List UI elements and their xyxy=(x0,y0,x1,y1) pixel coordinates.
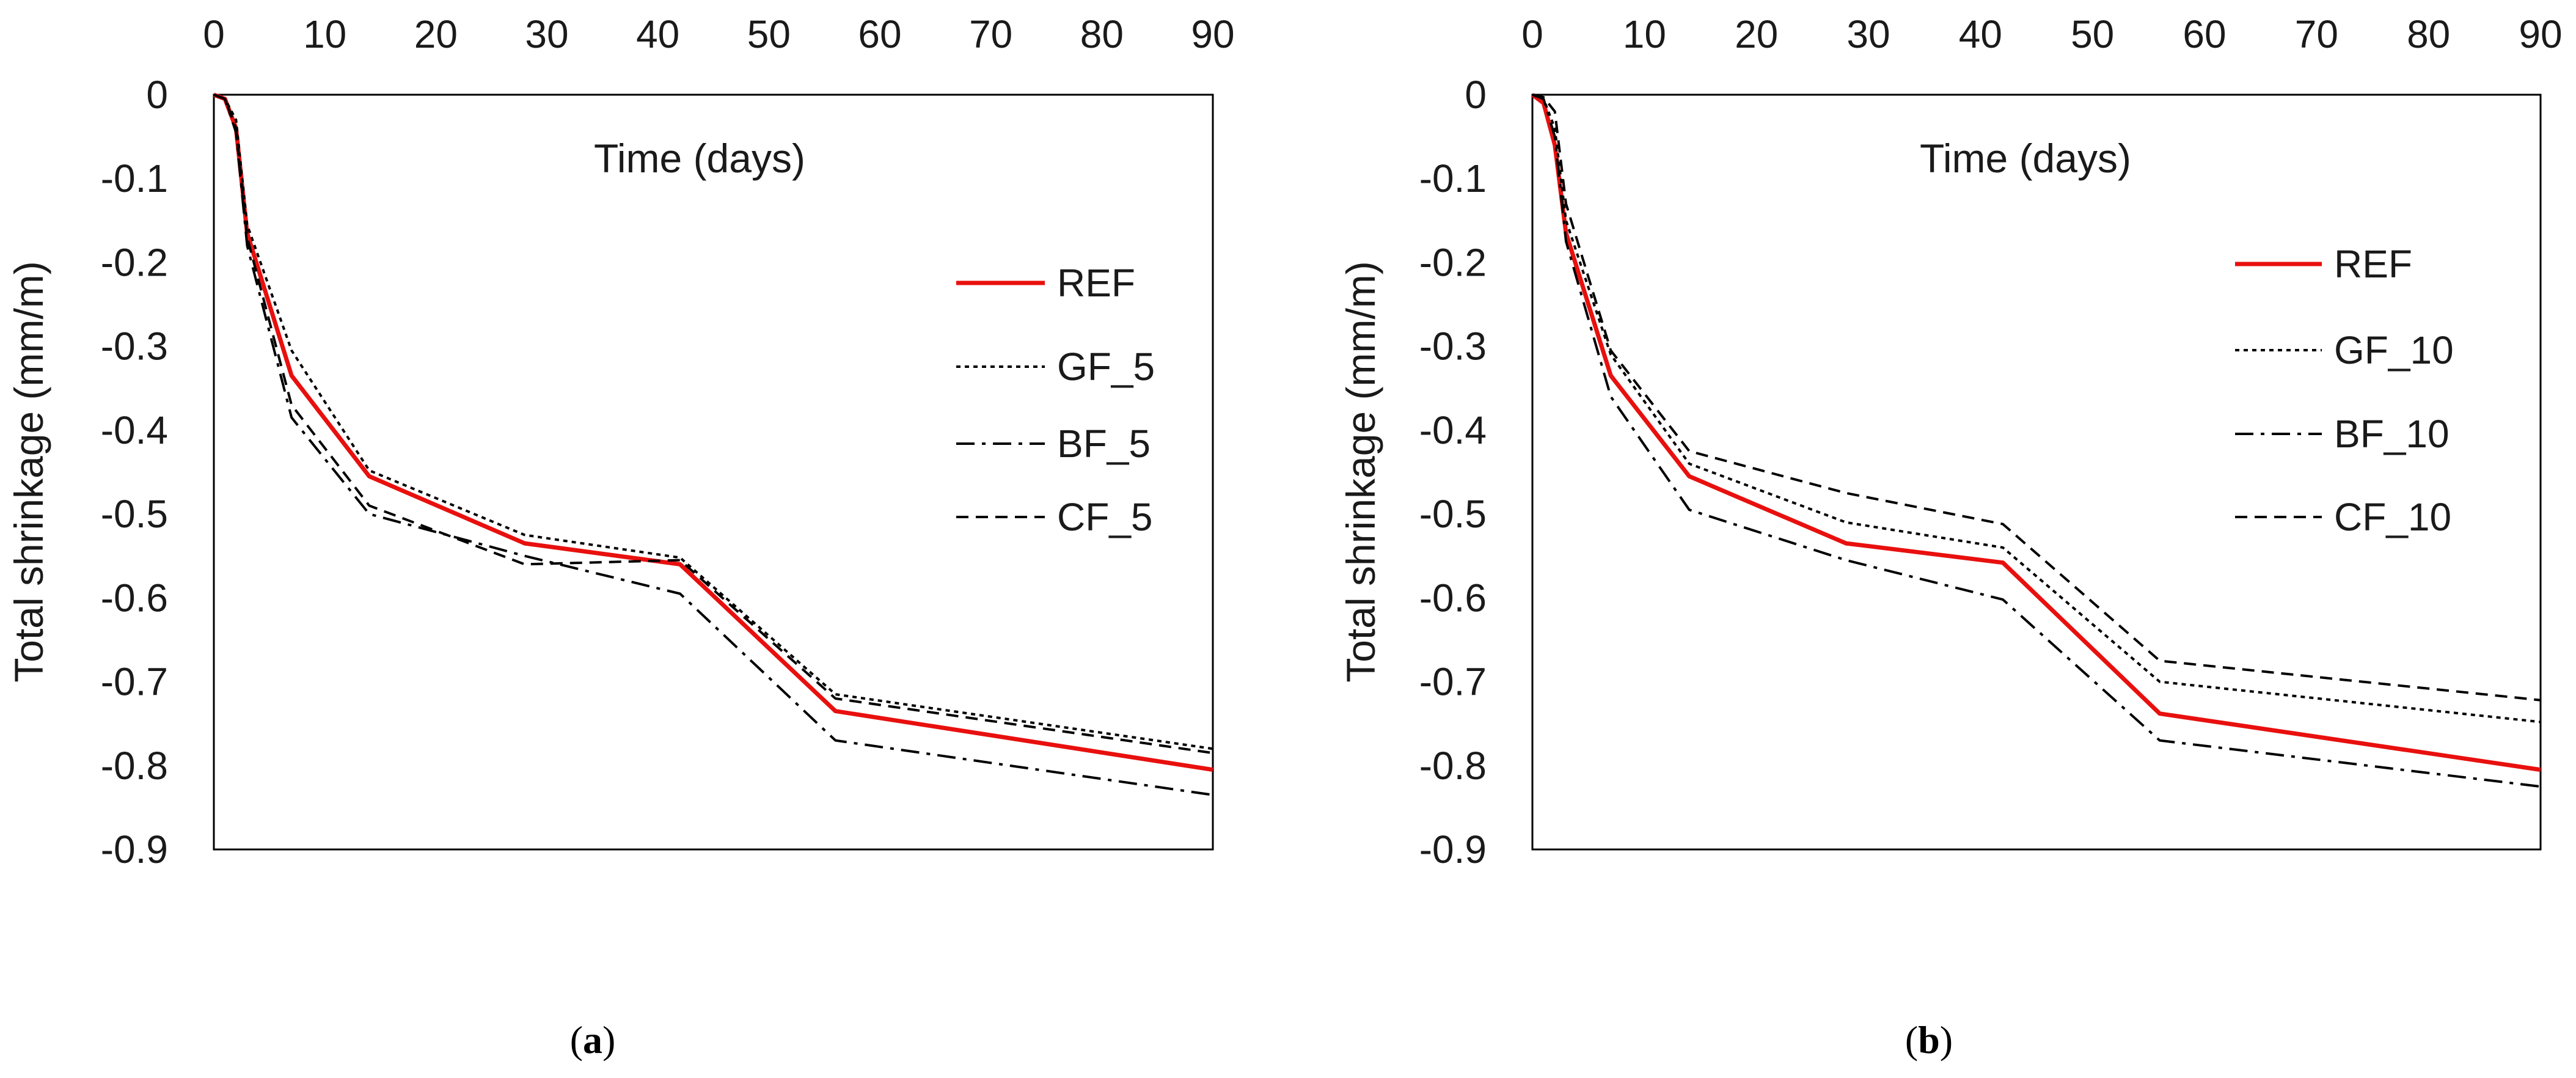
x-tick-label: 0 xyxy=(203,12,225,56)
y-axis-label: Total shrinkage (mm/m) xyxy=(1338,261,1383,683)
y-tick-labels: 0 -0.1 -0.2 -0.3 -0.4 -0.5 -0.6 -0.7 -0.8 -0.9 xyxy=(101,73,168,871)
y-tick-label: -0.8 xyxy=(101,744,168,788)
plot-area-frame xyxy=(213,94,1214,851)
legend: REF GF_5 BF_5 CF_5 xyxy=(956,261,1155,539)
legend-label: BF_5 xyxy=(1057,422,1151,466)
x-axis-label: Time (days) xyxy=(594,136,805,181)
series-line-ref xyxy=(1531,93,2541,772)
plot-area-frame xyxy=(1531,94,2542,851)
chart-panel-a: 0 10 20 30 40 50 60 70 80 90 0 -0.1 -0.2 -0.3 -0.4 -0.… xyxy=(6,12,1235,1062)
x-tick-label: 10 xyxy=(1623,12,1666,56)
y-axis-label: Total shrinkage (mm/m) xyxy=(6,261,51,683)
x-tick-label: 20 xyxy=(414,12,458,56)
y-tick-label: -0.4 xyxy=(101,408,168,452)
y-tick-label: -0.4 xyxy=(1419,408,1487,452)
y-tick-label: -0.5 xyxy=(1419,492,1487,536)
caption-letter: a xyxy=(583,1018,602,1062)
y-tick-label: -0.2 xyxy=(101,240,168,284)
x-tick-labels: 0 10 20 30 40 50 60 70 80 90 xyxy=(203,12,1234,56)
series-line-cf-10 xyxy=(1532,94,2541,702)
series-line-bf-10 xyxy=(1532,94,2541,788)
y-tick-label: -0.3 xyxy=(1419,324,1487,369)
y-tick-labels: 0 -0.1 -0.2 -0.3 -0.4 -0.5 -0.6 -0.7 -0.8 -0.9 xyxy=(1419,73,1487,871)
x-tick-label: 70 xyxy=(2295,12,2338,56)
x-axis-label: Time (days) xyxy=(1920,136,2131,181)
x-tick-label: 30 xyxy=(525,12,568,56)
y-tick-label: 0 xyxy=(1465,73,1487,117)
x-tick-label: 80 xyxy=(2407,12,2450,56)
series-line-cf-5 xyxy=(213,94,1213,755)
x-tick-label: 40 xyxy=(636,12,679,56)
y-tick-label: -0.9 xyxy=(101,827,168,871)
x-tick-label: 60 xyxy=(858,12,901,56)
legend-label: CF_5 xyxy=(1057,495,1153,539)
x-tick-label: 60 xyxy=(2183,12,2226,56)
x-tick-label: 90 xyxy=(2519,12,2562,56)
x-tick-label: 20 xyxy=(1735,12,1778,56)
y-tick-label: -0.1 xyxy=(1419,156,1487,200)
series-line-gf-5 xyxy=(213,94,1213,750)
y-tick-label: -0.3 xyxy=(101,324,168,369)
series-line-bf-5 xyxy=(213,94,1213,796)
y-tick-label: -0.6 xyxy=(101,576,168,620)
y-tick-label: -0.7 xyxy=(101,660,168,704)
caption: (b) xyxy=(1905,1018,1953,1062)
series-lines xyxy=(1531,93,2541,788)
series-line-gf-10 xyxy=(1532,94,2541,724)
y-tick-label: -0.7 xyxy=(1419,660,1487,704)
legend-label: GF_10 xyxy=(2334,328,2454,372)
y-tick-label: -0.9 xyxy=(1419,827,1487,871)
x-tick-label: 90 xyxy=(1191,12,1234,56)
y-tick-label: -0.2 xyxy=(1419,240,1487,284)
caption-letter: b xyxy=(1918,1018,1940,1062)
x-tick-label: 40 xyxy=(1959,12,2002,56)
series-lines xyxy=(213,92,1213,796)
y-tick-label: -0.8 xyxy=(1419,744,1487,788)
legend-label: REF xyxy=(2334,242,2412,286)
x-tick-label: 80 xyxy=(1080,12,1124,56)
y-tick-label: -0.5 xyxy=(101,492,168,536)
x-tick-label: 30 xyxy=(1846,12,1890,56)
chart-panel-b: 0 10 20 30 40 50 60 70 80 90 0 -0.1 -0.2 -0.3 -0.4 -0.… xyxy=(1338,12,2563,1062)
x-tick-label: 0 xyxy=(1521,12,1543,56)
x-tick-label: 70 xyxy=(969,12,1012,56)
x-tick-labels: 0 10 20 30 40 50 60 70 80 90 xyxy=(1521,12,2562,56)
legend-label: REF xyxy=(1057,261,1135,305)
caption: (a) xyxy=(570,1018,616,1062)
x-tick-label: 10 xyxy=(303,12,346,56)
legend-label: GF_5 xyxy=(1057,345,1155,389)
y-tick-label: -0.1 xyxy=(101,156,168,200)
y-tick-label: -0.6 xyxy=(1419,576,1487,620)
x-tick-label: 50 xyxy=(747,12,791,56)
legend-label: CF_10 xyxy=(2334,495,2451,539)
y-tick-label: 0 xyxy=(146,73,168,117)
x-tick-label: 50 xyxy=(2071,12,2114,56)
legend: REF GF_10 BF_10 CF_10 xyxy=(2235,242,2454,539)
legend-label: BF_10 xyxy=(2334,412,2450,456)
